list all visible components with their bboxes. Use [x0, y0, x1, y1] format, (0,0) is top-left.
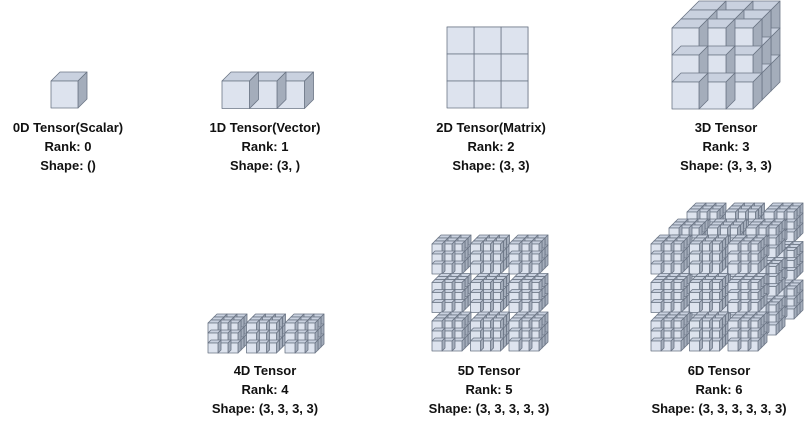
cube-block — [727, 311, 768, 352]
caption-4d: 4D Tensor Rank: 4 Shape: (3, 3, 3, 3) — [165, 361, 365, 418]
tensor-shape: Shape: (3, 3, 3, 3) — [211, 401, 319, 416]
tensor-shape: Shape: (3, 3) — [452, 158, 530, 173]
cube-block — [446, 26, 529, 109]
cube-front-face — [727, 263, 739, 275]
tensor-rank: Rank: 5 — [465, 382, 513, 397]
tensor-rank: Rank: 1 — [241, 139, 289, 154]
cube-front-face — [650, 340, 662, 352]
cube-block — [727, 234, 768, 275]
cube-block — [689, 273, 729, 313]
unit-cube — [650, 260, 665, 275]
unit-cube — [650, 337, 665, 352]
cube-front-face — [650, 263, 662, 275]
caption-3d: 3D Tensor Rank: 3 Shape: (3, 3, 3) — [626, 118, 804, 175]
tensor-rank: Rank: 4 — [241, 382, 289, 397]
cube-block — [50, 71, 88, 109]
tensor-shape: Shape: (3, 3, 3, 3, 3) — [428, 401, 550, 416]
tensor-shape: Shape: (3, 3, 3) — [680, 158, 772, 173]
caption-scalar: 0D Tensor(Scalar) Rank: 0 Shape: () — [0, 118, 168, 175]
cube-front-face — [207, 342, 219, 354]
unit-cube — [689, 260, 703, 275]
cube-block — [221, 71, 314, 109]
cube-front-face — [446, 80, 475, 109]
cube-block — [650, 311, 691, 352]
unit-cube — [671, 72, 709, 110]
unit-cube — [284, 339, 299, 354]
tensor-rank: Rank: 3 — [702, 139, 750, 154]
unit-cube — [500, 80, 529, 109]
cube-front-face — [727, 340, 739, 352]
tensor-shape: Shape: (3, 3, 3, 3, 3, 3) — [651, 401, 787, 416]
tensor-name: 6D Tensor — [687, 363, 751, 378]
tensor-name: 1D Tensor(Vector) — [209, 120, 321, 135]
tensor-rank: Rank: 6 — [695, 382, 743, 397]
cube-block — [650, 234, 691, 275]
cube-block — [650, 273, 691, 313]
cube-block — [207, 313, 248, 354]
cube-block — [727, 273, 768, 313]
cube-front-face — [689, 302, 700, 313]
tensor-name: 4D Tensor — [233, 363, 297, 378]
cube-front-face — [50, 80, 79, 109]
unit-cube — [446, 80, 475, 109]
unit-cube — [221, 71, 259, 109]
tensor-name: 0D Tensor(Scalar) — [12, 120, 124, 135]
unit-cube — [727, 337, 742, 352]
cube-front-face — [650, 302, 662, 313]
cube-front-face — [221, 80, 250, 109]
tensor-name: 2D Tensor(Matrix) — [436, 120, 546, 135]
unit-cube — [50, 71, 88, 109]
cube-front-face — [246, 342, 257, 354]
cube-block — [689, 311, 729, 352]
tensor-rank: Rank: 0 — [44, 139, 92, 154]
cube-block — [671, 0, 781, 110]
cube-block — [431, 234, 472, 275]
cube-front-face — [727, 302, 739, 313]
cube-front-face — [671, 81, 700, 110]
tensor-rank: Rank: 2 — [467, 139, 515, 154]
caption-vector: 1D Tensor(Vector) Rank: 1 Shape: (3, ) — [165, 118, 365, 175]
cube-front-face — [689, 340, 700, 352]
unit-cube — [727, 260, 742, 275]
cube-block — [284, 313, 325, 354]
unit-cube — [689, 337, 703, 352]
cube-front-face — [284, 342, 296, 354]
unit-cube — [727, 299, 742, 313]
cube-front-face — [689, 263, 700, 275]
unit-cube — [207, 339, 222, 354]
caption-5d: 5D Tensor Rank: 5 Shape: (3, 3, 3, 3, 3) — [389, 361, 589, 418]
tensor-shape: Shape: () — [40, 158, 96, 173]
cube-block — [246, 313, 286, 354]
tensor-shape: Shape: (3, ) — [229, 158, 301, 173]
caption-6d: 6D Tensor Rank: 6 Shape: (3, 3, 3, 3, 3,… — [619, 361, 804, 418]
tensor-name: 3D Tensor — [694, 120, 758, 135]
unit-cube — [650, 299, 665, 313]
unit-cube — [246, 339, 260, 354]
tensor-name: 5D Tensor — [457, 363, 521, 378]
unit-cube — [689, 299, 703, 313]
cube-block — [689, 234, 729, 275]
caption-matrix: 2D Tensor(Matrix) Rank: 2 Shape: (3, 3) — [391, 118, 591, 175]
